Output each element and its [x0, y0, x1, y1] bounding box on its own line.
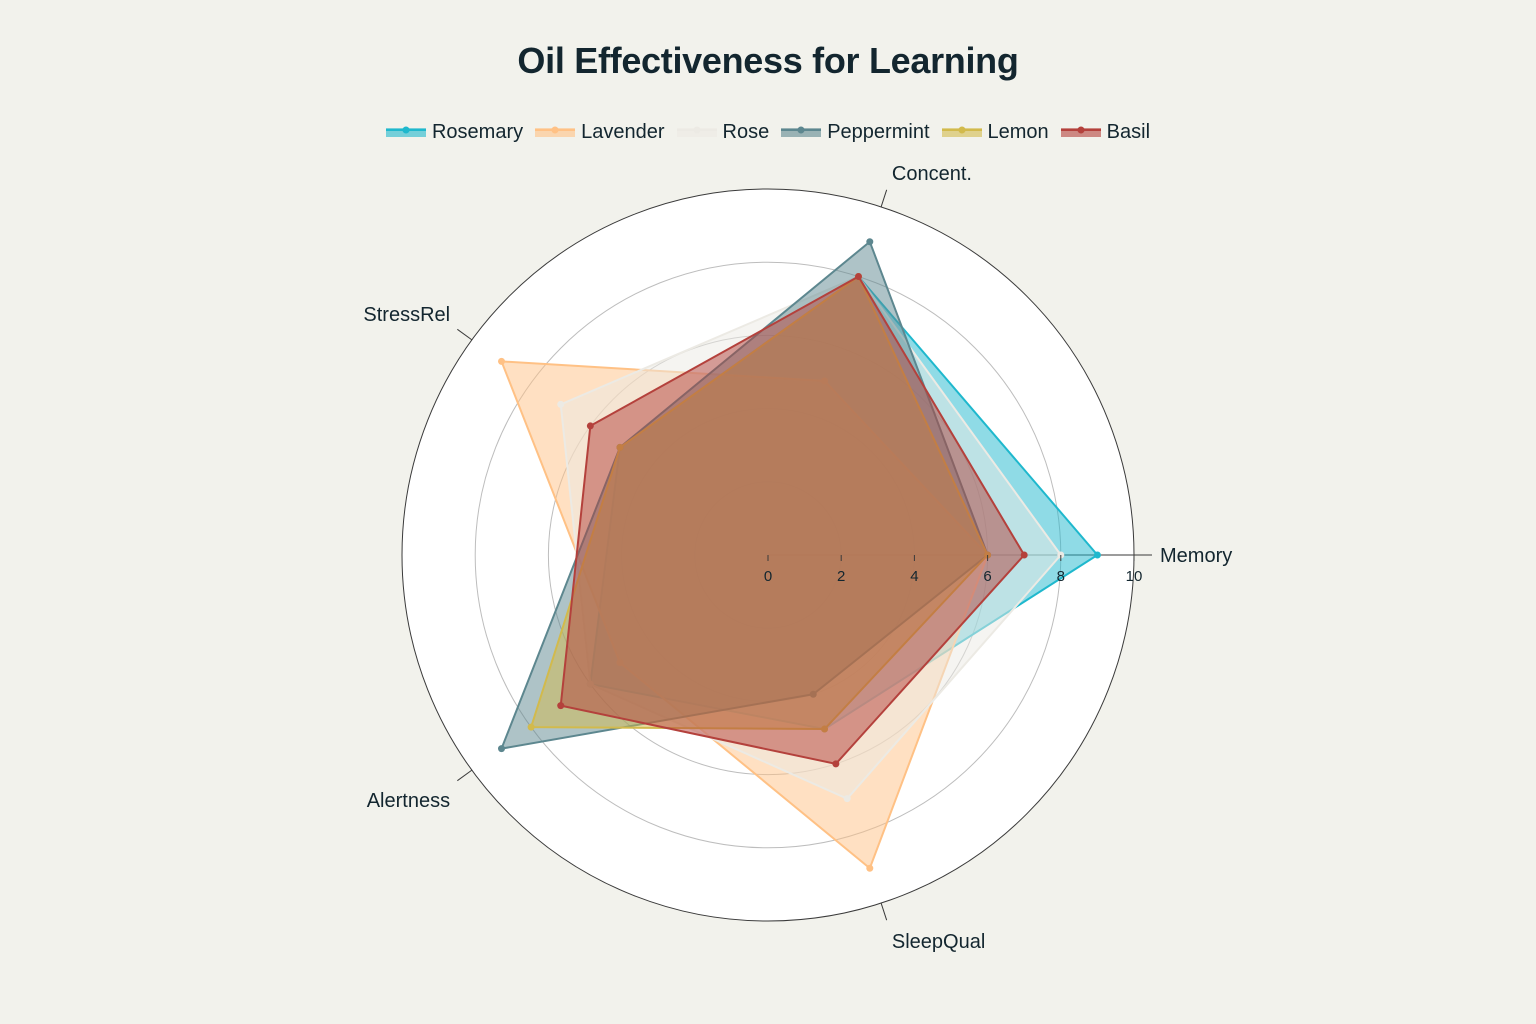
legend-swatch	[941, 126, 982, 137]
axis-label-sleepqual: SleepQual	[892, 931, 985, 953]
legend-swatch	[1060, 126, 1101, 137]
legend-label: Lemon	[987, 120, 1049, 143]
axis-spoke-concent	[880, 189, 888, 208]
data-point-rose	[843, 795, 851, 803]
radial-tick-label: 2	[837, 568, 845, 585]
legend-swatch	[781, 126, 822, 137]
chart-title: Oil Effectiveness for Learning	[517, 40, 1019, 81]
data-point-basil	[854, 273, 862, 281]
axis-label-alertness: Alertness	[367, 790, 450, 812]
axis-label-concent: Concent.	[892, 163, 972, 185]
data-point-lemon	[527, 723, 535, 731]
legend-label: Rose	[722, 120, 770, 143]
radial-tick-label: 6	[983, 568, 991, 585]
legend-label: Basil	[1106, 120, 1151, 143]
legend-swatch	[385, 126, 426, 137]
chart-legend: Rosemary Lavender Rose Peppermint Lemon Basil	[0, 118, 1536, 146]
data-point-rose	[557, 400, 565, 408]
radial-tick-label: 8	[1057, 568, 1065, 585]
legend-item-peppermint[interactable]: Peppermint	[781, 120, 930, 144]
radial-tick-label: 0	[764, 568, 772, 585]
axis-spoke-stressrel	[457, 328, 473, 341]
data-point-peppermint	[866, 238, 874, 246]
data-point-rosemary	[1093, 551, 1101, 559]
legend-item-rosemary[interactable]: Rosemary	[385, 120, 524, 144]
data-point-basil	[557, 702, 565, 710]
data-point-peppermint	[498, 745, 506, 753]
legend-item-lemon[interactable]: Lemon	[941, 120, 1049, 144]
legend-label: Rosemary	[431, 120, 524, 143]
legend-label: Lavender	[581, 120, 665, 143]
data-point-basil	[1020, 551, 1028, 559]
data-point-lavender	[498, 357, 506, 365]
legend-item-basil[interactable]: Basil	[1060, 120, 1151, 144]
data-point-basil	[586, 422, 594, 430]
legend-item-rose[interactable]: Rose	[676, 120, 770, 144]
radial-tick-label: 10	[1126, 568, 1143, 585]
radial-tick-label: 4	[910, 568, 918, 585]
data-point-lavender	[866, 864, 874, 872]
axis-spoke-alertness	[457, 769, 473, 782]
legend-item-lavender[interactable]: Lavender	[535, 120, 665, 144]
legend-label: Peppermint	[827, 120, 930, 143]
axis-label-memory: Memory	[1160, 545, 1232, 567]
axis-label-stressrel: StressRel	[363, 304, 450, 326]
series-area-basil	[559, 275, 1026, 765]
legend-swatch	[535, 126, 576, 137]
legend-swatch	[676, 126, 717, 137]
data-point-basil	[832, 760, 840, 768]
axis-spoke-sleepqual	[880, 902, 888, 921]
